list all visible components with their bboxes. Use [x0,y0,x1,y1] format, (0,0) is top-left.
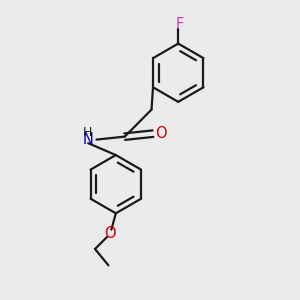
Text: N: N [82,131,93,146]
Text: H: H [83,126,92,139]
Text: O: O [104,226,116,241]
Text: O: O [155,126,167,141]
Text: F: F [176,17,184,32]
